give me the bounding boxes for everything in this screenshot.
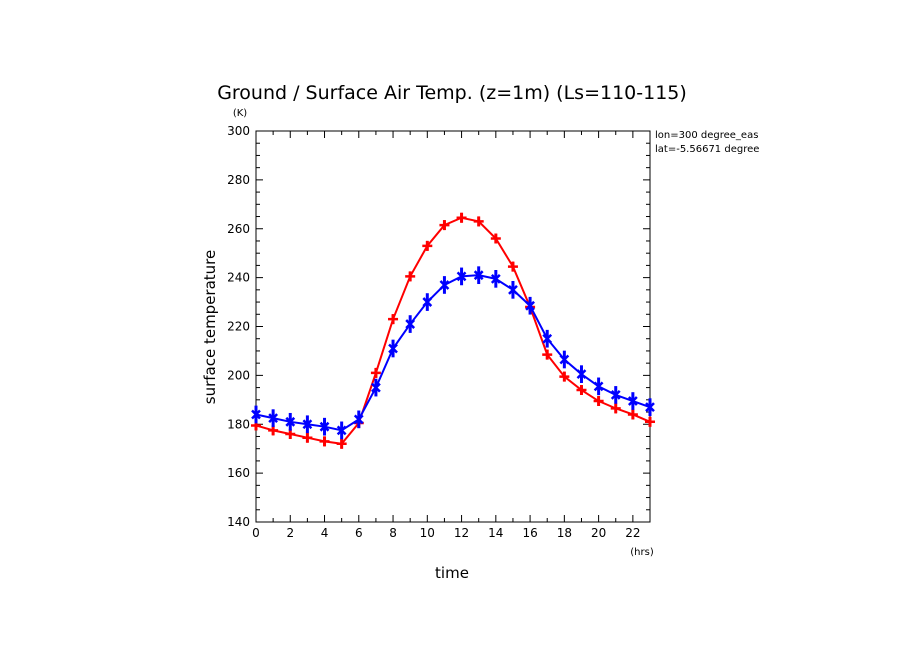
series-1-point xyxy=(319,421,330,432)
series-0-point xyxy=(268,425,279,436)
y-axis-label: surface temperature xyxy=(201,250,219,405)
series-1-point xyxy=(302,419,313,430)
series-1-point xyxy=(268,413,279,424)
series-0-point xyxy=(456,212,467,223)
x-tick-label: 4 xyxy=(321,526,329,540)
y-tick-label: 300 xyxy=(227,124,250,138)
series-1-point xyxy=(559,354,570,365)
series-0-point xyxy=(593,396,604,407)
y-tick-label: 260 xyxy=(227,222,250,236)
series-1-point xyxy=(336,425,347,436)
y-unit-label: (K) xyxy=(233,108,247,119)
series-1-point xyxy=(525,300,535,311)
series-0-point xyxy=(645,416,655,427)
series-1-point xyxy=(456,271,467,282)
x-tick-label: 18 xyxy=(557,526,572,540)
y-tick-label: 180 xyxy=(227,417,250,431)
series-1-point xyxy=(251,409,261,420)
series-1-point xyxy=(627,396,638,406)
series-0-point xyxy=(370,367,381,378)
series-0-point xyxy=(422,240,433,251)
x-tick-label: 8 xyxy=(389,526,397,540)
series-0-line xyxy=(255,216,651,445)
series-1-line xyxy=(255,274,651,432)
series-0-point xyxy=(319,436,330,447)
series-1-point xyxy=(405,319,416,329)
series-1-point xyxy=(576,369,587,380)
x-axis-label: time xyxy=(435,564,469,582)
x-tick-label: 20 xyxy=(591,526,606,540)
y-tick-label: 160 xyxy=(227,466,250,480)
series-0-point xyxy=(439,220,450,231)
series-0-point xyxy=(473,216,484,227)
chart-title: Ground / Surface Air Temp. (z=1m) (Ls=11… xyxy=(217,82,687,104)
series-1-point xyxy=(508,284,518,295)
series-0-point xyxy=(576,385,587,396)
y-tick-label: 280 xyxy=(227,173,250,187)
x-tick-label: 6 xyxy=(355,526,363,540)
series-1-point xyxy=(422,297,433,307)
series-0-point xyxy=(490,233,501,244)
series-0-point xyxy=(388,314,399,325)
series-0-point xyxy=(559,371,570,382)
series-1-point xyxy=(439,280,450,290)
series-1-point xyxy=(610,390,621,400)
y-tick-label: 220 xyxy=(227,320,250,334)
x-tick-label: 12 xyxy=(454,526,469,540)
series-1-point xyxy=(593,381,604,392)
series-1-point xyxy=(542,333,553,344)
x-tick-label: 0 xyxy=(252,526,260,540)
plot-frame xyxy=(255,130,651,523)
x-tick-label: 22 xyxy=(625,526,640,540)
y-tick-label: 240 xyxy=(227,271,250,285)
series-1-point xyxy=(285,416,296,427)
series-1-point xyxy=(371,382,381,393)
annotation-lon: lon=300 degree_eas xyxy=(655,130,758,141)
series-1-point xyxy=(353,414,364,425)
x-tick-label: 10 xyxy=(420,526,435,540)
series-0-point xyxy=(405,271,416,282)
x-unit-label: (hrs) xyxy=(630,547,654,558)
series-1-point xyxy=(490,273,501,284)
x-tick-label: 14 xyxy=(488,526,503,540)
series-0-point xyxy=(507,261,518,272)
x-tick-label: 2 xyxy=(286,526,294,540)
series-0-point xyxy=(336,438,347,449)
series-1-point xyxy=(388,343,398,354)
series-0-point xyxy=(302,432,313,443)
y-tick-label: 140 xyxy=(227,515,250,529)
annotation-lat: lat=-5.56671 degree xyxy=(655,144,759,155)
plot-area: 0 2 4 6 8 10 12 14 16 18 20 22 140 160 180 200 220 240 260… xyxy=(227,124,655,540)
series-1-point xyxy=(473,270,484,281)
x-tick-label: 16 xyxy=(522,526,537,540)
series-0-point xyxy=(610,403,621,414)
y-tick-label: 200 xyxy=(227,368,250,382)
series-0-point xyxy=(542,349,553,360)
series-0-point xyxy=(285,429,296,440)
series-0-point xyxy=(627,409,638,420)
series-1-point xyxy=(645,402,655,413)
